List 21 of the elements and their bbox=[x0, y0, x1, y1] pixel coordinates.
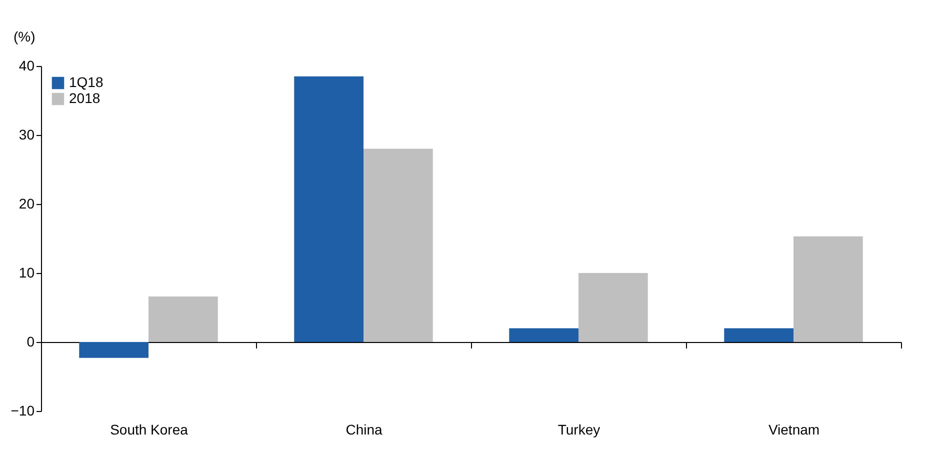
bar bbox=[509, 328, 578, 342]
y-tick-label: 30 bbox=[18, 126, 35, 142]
x-tick-label: Turkey bbox=[558, 422, 600, 438]
legend-label: 1Q18 bbox=[69, 74, 104, 90]
x-tick-label: Vietnam bbox=[768, 422, 820, 438]
y-tick-label: 40 bbox=[18, 58, 35, 74]
bar bbox=[79, 342, 148, 358]
x-tick-label: South Korea bbox=[110, 422, 188, 438]
bar bbox=[294, 76, 364, 342]
bar bbox=[724, 328, 794, 342]
y-axis-title: (%) bbox=[14, 28, 36, 44]
bar bbox=[578, 273, 648, 342]
x-tick-label: China bbox=[346, 422, 382, 438]
y-tick-label: 10 bbox=[18, 264, 35, 280]
bar bbox=[148, 296, 218, 342]
bar bbox=[364, 148, 433, 342]
legend-label: 2018 bbox=[69, 90, 100, 106]
y-tick-label: −10 bbox=[10, 402, 35, 418]
y-tick-label: 0 bbox=[26, 334, 35, 350]
bar bbox=[794, 236, 863, 342]
y-tick-label: 20 bbox=[18, 196, 35, 212]
